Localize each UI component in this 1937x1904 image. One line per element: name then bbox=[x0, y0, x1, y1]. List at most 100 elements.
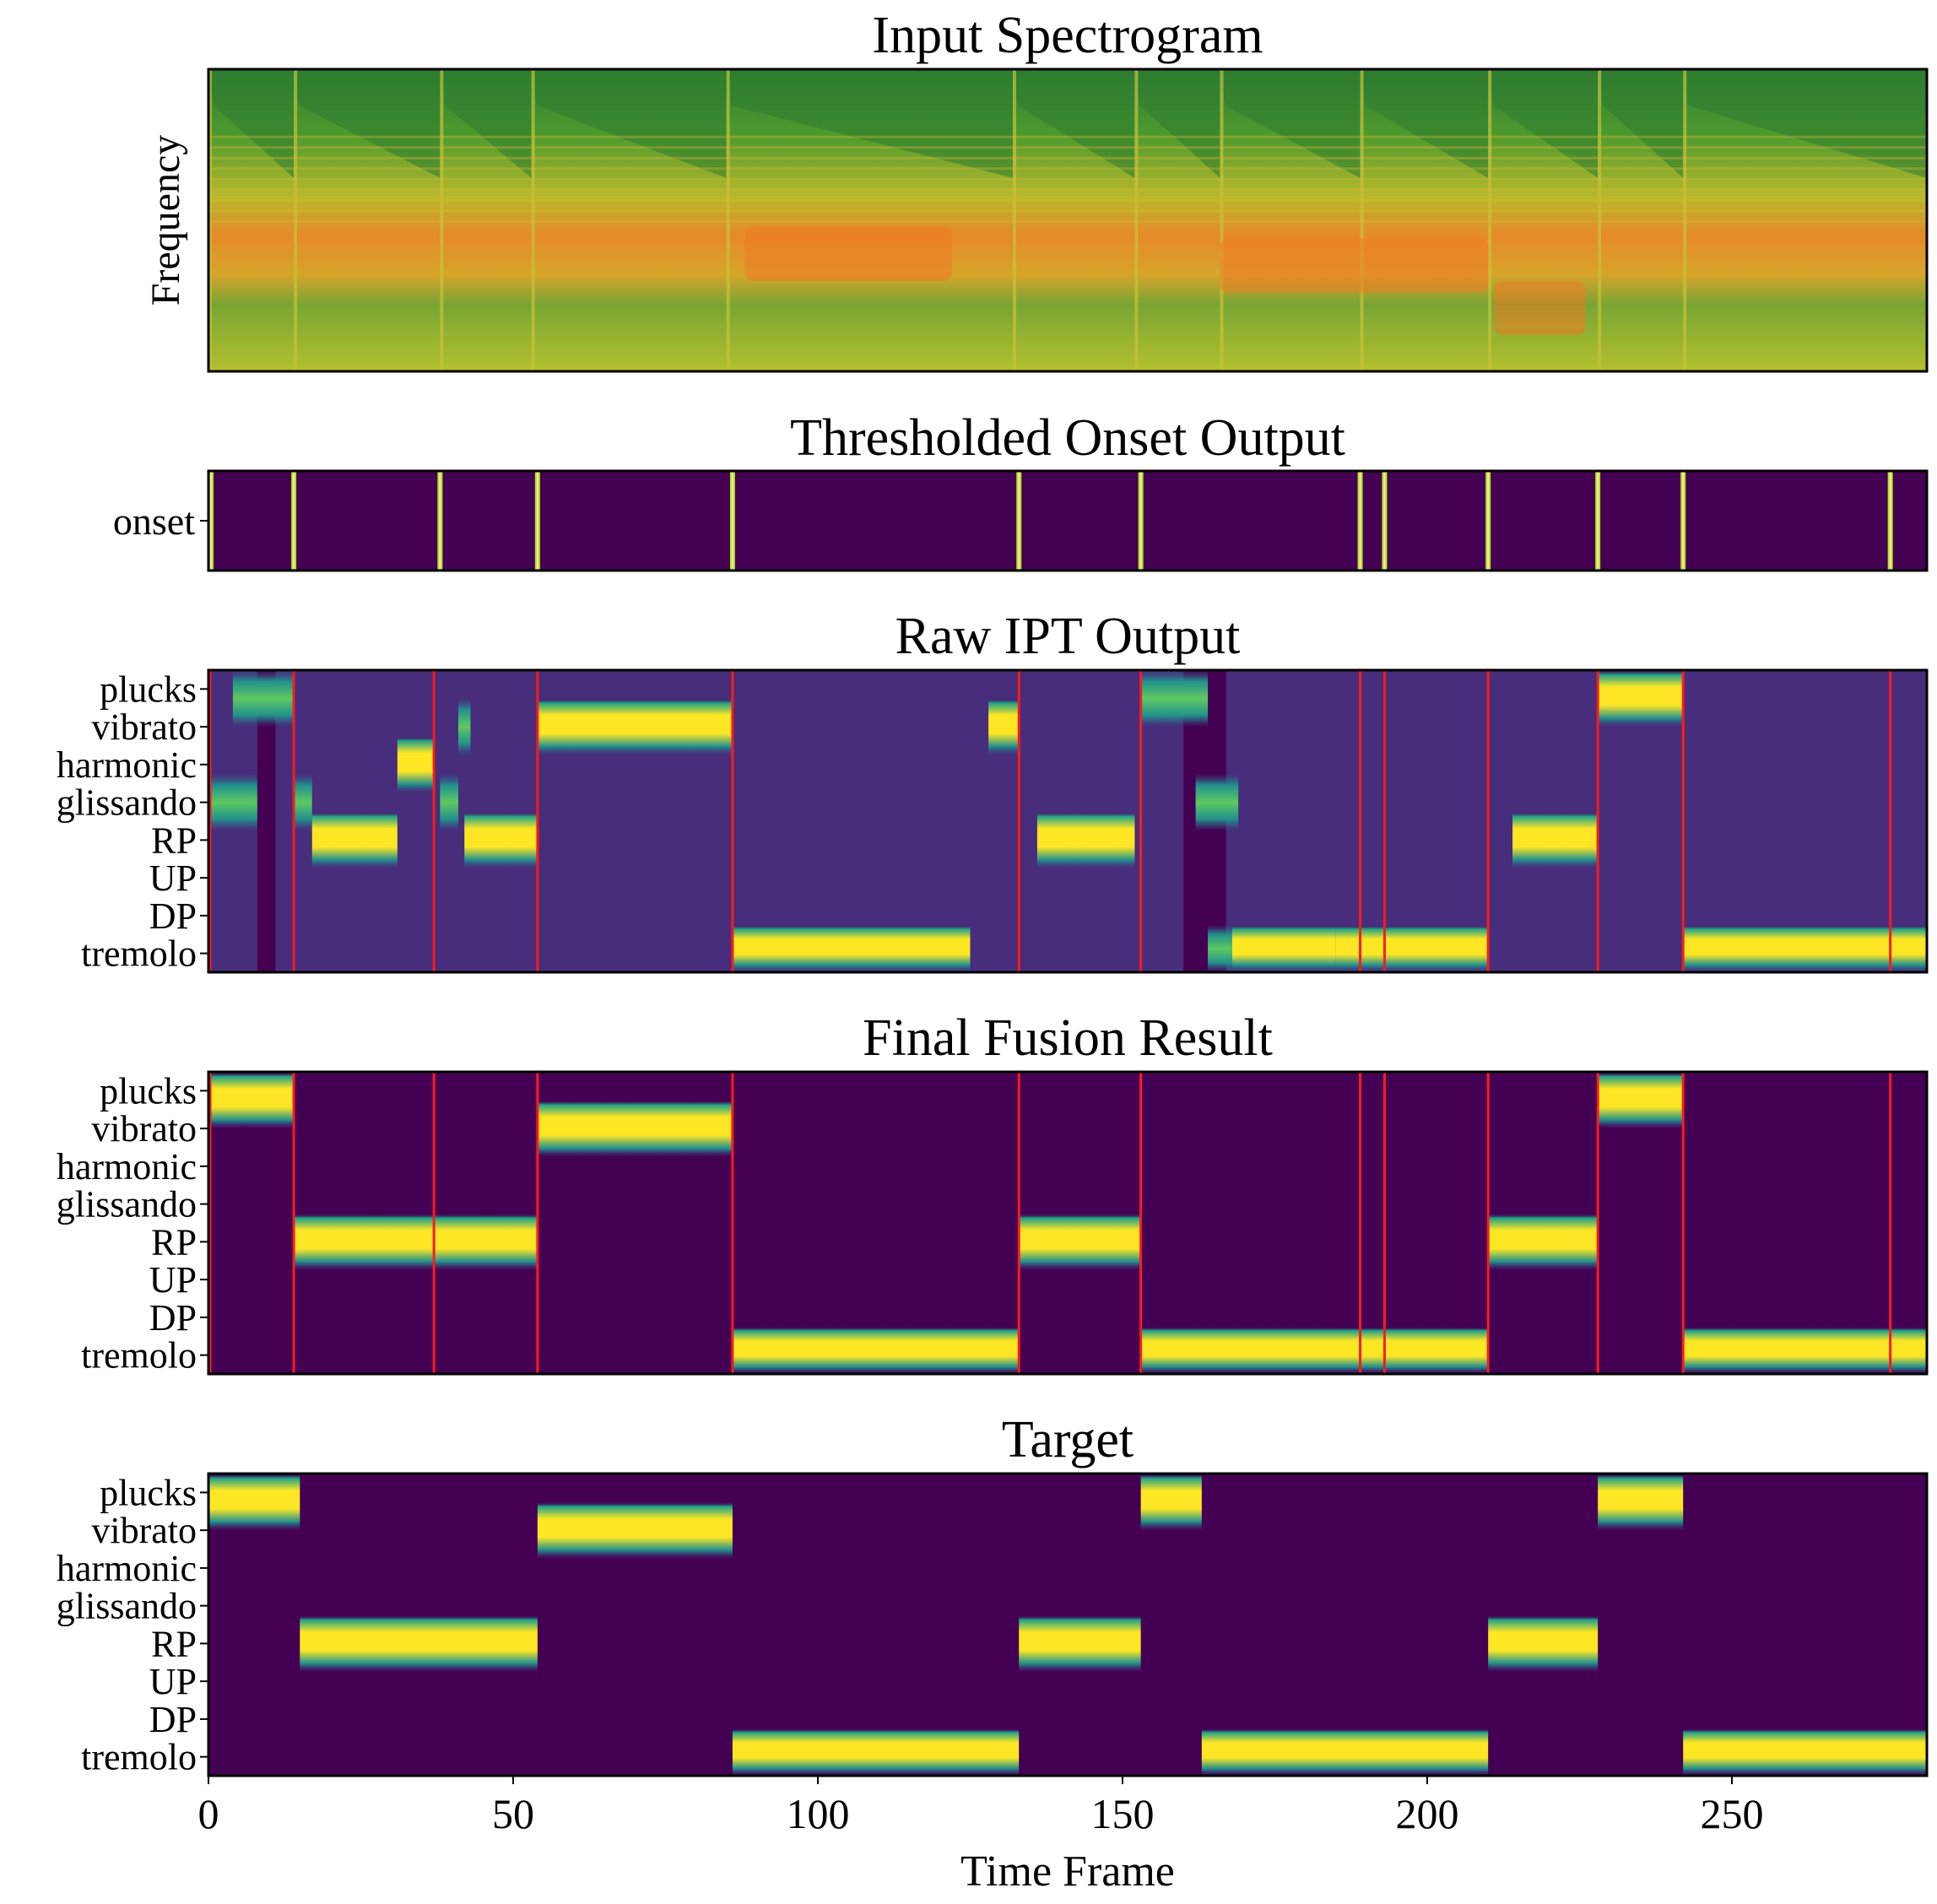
heatmap-cell-tremolo bbox=[732, 925, 971, 972]
onset-line-core bbox=[536, 471, 538, 571]
heatmap-cell-plucks bbox=[1598, 1072, 1684, 1129]
y-tick-label: glissando bbox=[57, 1184, 197, 1225]
onset-line-core bbox=[1682, 471, 1685, 571]
heatmap-cell-tremolo bbox=[1683, 1327, 1927, 1374]
spectrogram-decay bbox=[1598, 69, 1684, 178]
heatmap-cell-tremolo bbox=[1683, 925, 1927, 972]
heatmap-cell-tremolo bbox=[1140, 1327, 1489, 1374]
y-axis-label: Frequency bbox=[143, 135, 188, 306]
panel-title: Target bbox=[1002, 1411, 1134, 1469]
x-tick-label: 50 bbox=[492, 1790, 534, 1837]
y-tick-label: plucks bbox=[100, 1070, 197, 1112]
spectrogram-harmonic bbox=[208, 177, 1927, 181]
heatmap-cell-RP bbox=[311, 811, 398, 868]
y-tick-label: vibrato bbox=[91, 1108, 197, 1149]
heatmap-cell-tremolo bbox=[732, 1327, 1020, 1374]
spectrogram-decay bbox=[1683, 69, 1927, 178]
y-tick-label: RP bbox=[151, 1221, 197, 1263]
onset-line-core bbox=[439, 471, 441, 571]
axes-frame bbox=[207, 668, 1929, 974]
onset-line-core bbox=[293, 471, 295, 571]
y-tick-label: glissando bbox=[57, 782, 197, 824]
spectrogram-energy bbox=[744, 226, 952, 281]
y-tick-label: UP bbox=[149, 857, 197, 899]
y-tick-label: UP bbox=[149, 1661, 197, 1702]
y-tick-label: onset bbox=[113, 500, 195, 543]
spectrogram-decay bbox=[726, 69, 1014, 178]
heatmap-cell-plucks bbox=[1140, 670, 1209, 728]
y-tick-label: vibrato bbox=[91, 1510, 197, 1551]
spectrogram-harmonic bbox=[208, 198, 1927, 202]
spectrogram-harmonic bbox=[208, 209, 1927, 213]
panel-title: Final Fusion Result bbox=[863, 1009, 1273, 1067]
x-axis-label: Time Frame bbox=[960, 1847, 1175, 1896]
heatmap-cell-tremolo bbox=[732, 1728, 1020, 1776]
onset-line-core bbox=[1597, 471, 1599, 571]
spectrogram-harmonic bbox=[208, 220, 1927, 223]
heatmap-cell-tremolo bbox=[1335, 925, 1489, 972]
axes-frame bbox=[207, 1070, 1929, 1376]
heatmap-cell-glissando bbox=[440, 774, 459, 831]
onset-background bbox=[208, 471, 1927, 571]
x-tick-label: 250 bbox=[1700, 1790, 1763, 1837]
spectrogram-harmonic bbox=[208, 146, 1927, 149]
x-tick-label: 100 bbox=[786, 1790, 849, 1837]
heatmap-cell-RP bbox=[1512, 811, 1599, 868]
spectrogram-energy bbox=[1220, 238, 1489, 293]
panel-title: Input Spectrogram bbox=[872, 7, 1263, 64]
heatmap-cell-vibrato bbox=[537, 1100, 733, 1157]
onset-line-core bbox=[1139, 471, 1142, 571]
y-tick-label: UP bbox=[149, 1259, 197, 1301]
heatmap-cell-harmonic bbox=[397, 736, 435, 793]
heatmap-cell-plucks bbox=[1598, 1474, 1684, 1531]
panel-title: Thresholded Onset Output bbox=[790, 409, 1345, 467]
spectrogram-decay bbox=[1013, 69, 1135, 178]
spectrogram-decay bbox=[1360, 69, 1489, 178]
heatmap-cell-RP bbox=[300, 1615, 538, 1672]
y-tick-label: DP bbox=[149, 895, 197, 937]
heatmap-cell-RP bbox=[1036, 811, 1135, 868]
heatmap-cell-plucks bbox=[1140, 1474, 1202, 1531]
heatmap-cell-plucks bbox=[208, 1072, 295, 1129]
onset-line-core bbox=[210, 471, 212, 571]
y-tick-label: harmonic bbox=[57, 1548, 197, 1589]
spectrogram-decay bbox=[1220, 69, 1361, 178]
panel-5: Target plucksvibratoharmonicglissandoRPUP… bbox=[57, 1411, 1929, 1896]
y-tick-label: tremolo bbox=[81, 933, 197, 975]
heatmap-cell-vibrato bbox=[537, 698, 733, 755]
panel-2: Thresholded Onset Output onset bbox=[113, 409, 1929, 572]
heatmap-cell-RP bbox=[1019, 1213, 1141, 1270]
spectrogram-decay bbox=[440, 69, 532, 178]
heatmap-cell-tremolo bbox=[1683, 1728, 1927, 1776]
x-tick-label: 150 bbox=[1090, 1790, 1154, 1837]
heatmap-cell-vibrato bbox=[537, 1501, 733, 1559]
axes-frame bbox=[207, 68, 1929, 373]
heatmap-cell-glissando bbox=[1195, 774, 1239, 831]
panel-1: Input Spectrogram Frequency bbox=[143, 7, 1929, 373]
x-tick-label: 0 bbox=[198, 1790, 219, 1837]
heatmap-cell-RP bbox=[1019, 1615, 1141, 1672]
y-tick-label: tremolo bbox=[81, 1737, 197, 1778]
heatmap-cell-RP bbox=[1488, 1213, 1599, 1270]
onset-line-core bbox=[1018, 471, 1020, 571]
spectrogram-harmonic bbox=[208, 135, 1927, 138]
spectrogram-decay bbox=[1488, 69, 1599, 178]
onset-line-core bbox=[1487, 471, 1490, 571]
heatmap-cell-glissando bbox=[208, 774, 257, 831]
heatmap-cell-vibrato bbox=[458, 698, 471, 755]
heatmap-cell-RP bbox=[1488, 1615, 1599, 1672]
spectrogram-decay bbox=[531, 69, 727, 178]
y-tick-label: plucks bbox=[100, 1472, 197, 1513]
spectrogram-decay bbox=[208, 69, 295, 178]
axes-frame bbox=[207, 1472, 1929, 1777]
onset-line-core bbox=[1359, 471, 1361, 571]
panel-4: Final Fusion Result plucksvibratoharmonic… bbox=[57, 1009, 1929, 1377]
spectrogram-energy bbox=[1494, 280, 1586, 336]
y-tick-label: glissando bbox=[57, 1586, 197, 1627]
onset-line-core bbox=[1889, 471, 1891, 571]
y-tick-label: RP bbox=[151, 1623, 197, 1664]
heatmap-cell-tremolo bbox=[1201, 1728, 1489, 1776]
heatmap-cell-plucks bbox=[232, 670, 295, 728]
y-tick-label: plucks bbox=[100, 668, 197, 710]
